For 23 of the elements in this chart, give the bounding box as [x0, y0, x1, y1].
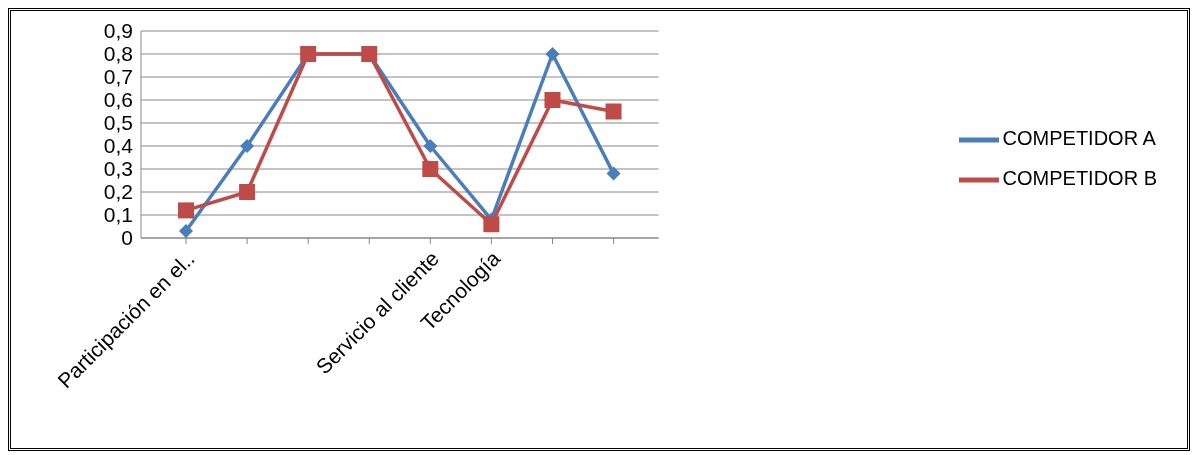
point [544, 92, 561, 108]
point [605, 103, 622, 120]
point [179, 224, 193, 238]
point [239, 184, 256, 200]
y-tick-label: 0,1 [103, 203, 133, 227]
point [423, 139, 438, 153]
y-tick-label: 0,4 [103, 134, 134, 158]
point [178, 202, 194, 219]
y-tick-label: 0,7 [103, 65, 133, 89]
y-tick-label: 0,8 [103, 42, 133, 66]
point [240, 139, 255, 153]
y-tick-label: 0 [121, 226, 133, 250]
y-tick-label: 0,5 [103, 111, 133, 135]
point [545, 47, 560, 61]
y-tick-label: 0,3 [103, 157, 133, 181]
y-tick-label: 0,6 [103, 88, 133, 112]
legend-label: COMPETIDOR A [1002, 126, 1156, 149]
point [606, 166, 621, 181]
point [422, 161, 439, 177]
y-tick-label: 0,9 [103, 19, 133, 43]
y-tick-label: 0,2 [103, 180, 133, 204]
legend-label: COMPETIDOR B [1002, 166, 1157, 189]
point [483, 216, 500, 233]
